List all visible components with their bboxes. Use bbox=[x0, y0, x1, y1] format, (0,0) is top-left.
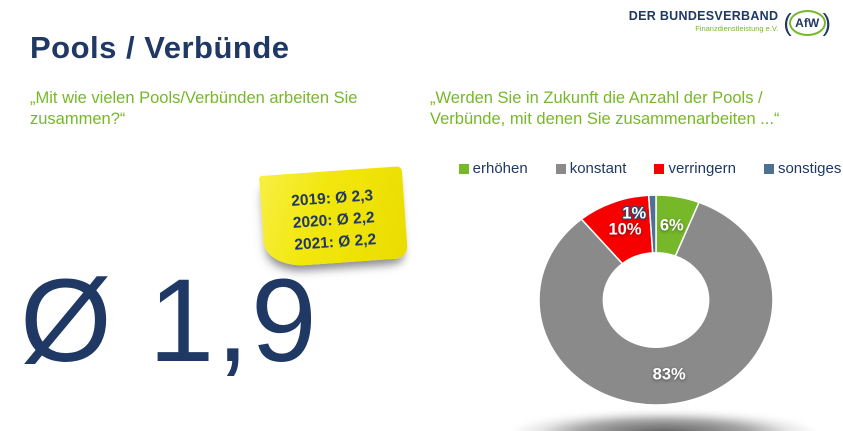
badge-paren-right: ) bbox=[822, 9, 831, 37]
chart-shadow bbox=[448, 401, 843, 431]
legend-label-sonstiges: sonstiges bbox=[777, 160, 842, 177]
legend-swatch-verringern bbox=[654, 163, 665, 174]
average-value: Ø 1,9 bbox=[20, 255, 319, 387]
legend-item-sonstiges: sonstiges bbox=[763, 160, 842, 177]
afw-badge-text: AfW bbox=[788, 10, 826, 36]
legend-label-konstant: konstant bbox=[569, 160, 627, 177]
donut-slice-sonstiges bbox=[647, 194, 657, 254]
donut-chart: 6% 83% 10% 1% bbox=[536, 180, 776, 420]
slice-label-erhöhen: 6% bbox=[659, 216, 684, 235]
legend-swatch-konstant bbox=[555, 163, 566, 174]
donut-chart-svg bbox=[538, 194, 774, 406]
slice-label-konstant: 83% bbox=[652, 365, 686, 384]
page-title: Pools / Verbünde bbox=[30, 30, 290, 65]
legend-swatch-sonstiges bbox=[763, 163, 774, 174]
logo-text-block: DER BUNDESVERBAND Finanzdienstleistung e… bbox=[629, 9, 779, 33]
logo-subtitle: Finanzdienstleistung e.V. bbox=[695, 24, 779, 33]
right-question: „Werden Sie in Zukunft die Anzahl der Po… bbox=[430, 89, 780, 129]
badge-paren-left: ( bbox=[783, 9, 792, 37]
donut-slice-konstant bbox=[538, 201, 774, 406]
legend-item-erhoehen: erhöhen bbox=[458, 160, 528, 177]
slice-label-verringern: 10% bbox=[608, 220, 642, 239]
legend-label-erhoehen: erhöhen bbox=[472, 160, 528, 177]
sticky-note: 2019: Ø 2,3 2020: Ø 2,2 2021: Ø 2,2 bbox=[258, 166, 409, 268]
chart-legend: erhöhen konstant verringern sonstiges bbox=[440, 160, 843, 177]
slice-label-sonstiges: 1% bbox=[622, 204, 647, 223]
afw-badge-icon: ( AfW ) bbox=[783, 10, 831, 36]
afw-logo: DER BUNDESVERBAND Finanzdienstleistung e… bbox=[629, 9, 831, 36]
legend-item-konstant: konstant bbox=[555, 160, 627, 177]
legend-label-verringern: verringern bbox=[668, 160, 736, 177]
legend-swatch-erhoehen bbox=[458, 163, 469, 174]
logo-org-name: DER BUNDESVERBAND bbox=[628, 9, 779, 23]
legend-item-verringern: verringern bbox=[654, 160, 736, 177]
left-question: „Mit wie vielen Pools/Verbünden arbeiten… bbox=[30, 89, 358, 129]
